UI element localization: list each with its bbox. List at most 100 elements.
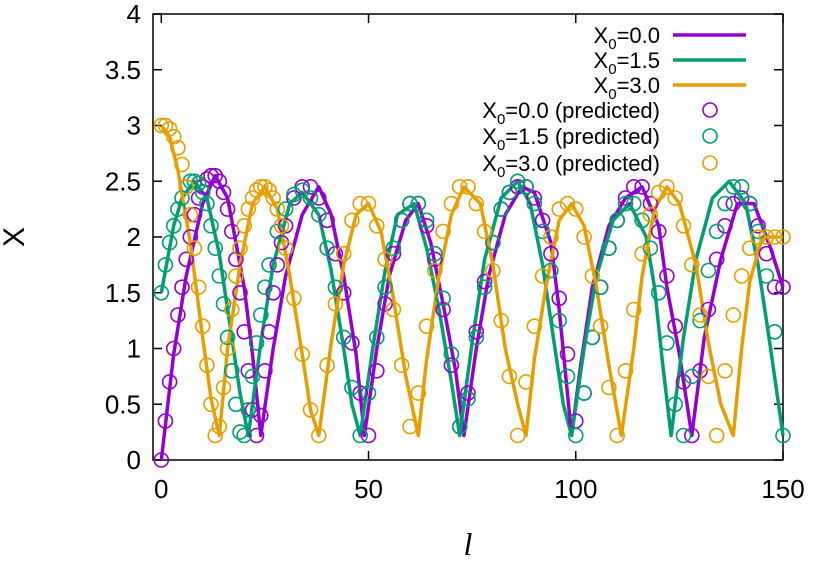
data-point — [617, 190, 634, 206]
data-point — [758, 268, 775, 284]
y-tick-label: 3 — [127, 111, 141, 141]
data-point — [683, 368, 700, 385]
y-tick-label: 1.5 — [105, 278, 141, 308]
data-point — [418, 212, 435, 229]
data-point — [476, 223, 493, 240]
data-point — [215, 379, 232, 396]
data-point — [310, 427, 327, 444]
data-point — [219, 201, 236, 217]
data-point — [244, 368, 261, 385]
data-point — [182, 206, 199, 223]
data-point — [692, 312, 708, 329]
data-point — [368, 362, 385, 379]
data-point — [327, 245, 344, 262]
data-point — [485, 234, 501, 251]
series-4 — [153, 173, 791, 444]
data-point — [559, 195, 576, 212]
data-point — [294, 182, 311, 198]
data-point — [248, 427, 265, 444]
data-point — [476, 273, 493, 290]
y-tick-label: 4 — [127, 0, 141, 29]
data-point — [534, 212, 551, 229]
data-point — [186, 240, 203, 256]
legend-swatch-point — [702, 155, 718, 171]
data-point — [257, 279, 273, 296]
data-point — [368, 329, 385, 346]
data-point — [360, 385, 377, 401]
data-point — [468, 195, 485, 212]
legend-label: X0=0.0 (predicted) — [482, 98, 660, 128]
data-point — [617, 362, 634, 379]
data-point — [451, 418, 468, 435]
data-point — [269, 201, 286, 217]
data-point — [157, 117, 174, 134]
data-point — [203, 396, 219, 413]
data-point — [708, 251, 725, 268]
data-point — [199, 357, 215, 374]
data-point — [190, 279, 207, 296]
data-point — [551, 290, 568, 307]
legend-label-main: X — [594, 73, 609, 98]
data-point — [186, 206, 203, 223]
data-point — [352, 195, 369, 212]
data-point — [443, 346, 460, 362]
data-point — [650, 223, 667, 240]
data-point — [232, 424, 248, 440]
data-point — [393, 357, 410, 374]
series-1 — [159, 179, 785, 438]
data-point — [476, 279, 493, 296]
data-point — [203, 218, 219, 234]
data-point — [518, 179, 534, 195]
legend-label-rest: =0.0 (predicted) — [505, 98, 660, 123]
data-point — [534, 223, 551, 240]
data-point — [360, 427, 377, 444]
data-point — [700, 368, 717, 385]
data-point — [385, 301, 402, 318]
data-point — [650, 284, 667, 301]
x-tick-label: 50 — [354, 474, 383, 504]
data-point — [153, 452, 170, 468]
data-point — [215, 296, 232, 312]
data-point — [335, 284, 352, 301]
data-point — [228, 251, 244, 268]
data-point — [468, 323, 485, 340]
data-point — [224, 301, 240, 318]
legend-label-main: X — [482, 98, 497, 123]
legend-label-sub: 0 — [497, 111, 505, 128]
data-point — [750, 229, 766, 245]
data-point — [526, 195, 543, 212]
data-point — [435, 223, 451, 240]
data-point — [526, 190, 543, 206]
data-point — [543, 262, 559, 279]
data-point — [650, 184, 667, 201]
data-point — [559, 368, 576, 385]
data-point — [758, 229, 775, 245]
data-point — [252, 179, 269, 195]
data-point — [319, 357, 335, 374]
data-point — [634, 245, 650, 262]
data-point — [584, 329, 601, 346]
data-point — [252, 307, 269, 323]
data-point — [675, 427, 692, 444]
data-point — [725, 307, 742, 323]
data-point — [625, 195, 642, 212]
data-point — [153, 117, 170, 134]
data-point — [418, 218, 435, 234]
data-point — [236, 427, 252, 444]
data-point — [277, 218, 294, 234]
data-point — [493, 201, 510, 217]
data-point — [310, 190, 327, 206]
data-point — [219, 340, 236, 357]
data-point — [377, 296, 393, 312]
data-point — [161, 374, 178, 390]
data-point — [725, 179, 742, 195]
data-point — [352, 427, 369, 444]
data-point — [203, 167, 219, 184]
data-point — [692, 307, 708, 323]
data-point — [642, 195, 659, 212]
data-point — [174, 156, 190, 173]
data-point — [236, 323, 252, 340]
data-point — [207, 427, 223, 444]
data-point — [559, 346, 576, 362]
